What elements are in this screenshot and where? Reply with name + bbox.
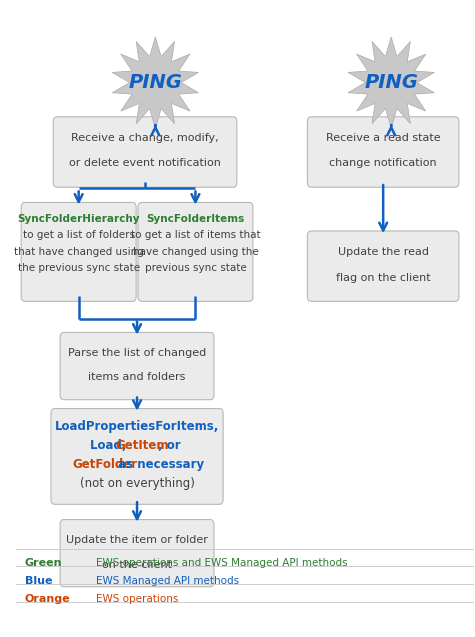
Text: GetFolder: GetFolder <box>72 458 137 471</box>
Text: (not on everything): (not on everything) <box>80 477 194 490</box>
Text: Load,: Load, <box>90 439 130 452</box>
Text: , or: , or <box>158 439 180 452</box>
Text: to get a list of items that: to get a list of items that <box>131 231 260 240</box>
FancyBboxPatch shape <box>53 117 237 187</box>
FancyBboxPatch shape <box>307 117 459 187</box>
Polygon shape <box>112 37 199 128</box>
Text: Update the read: Update the read <box>338 247 428 257</box>
Text: or delete event notification: or delete event notification <box>69 159 221 168</box>
FancyBboxPatch shape <box>307 231 459 301</box>
Text: that have changed using: that have changed using <box>14 247 143 257</box>
Text: on the client: on the client <box>102 559 172 569</box>
Text: items and folders: items and folders <box>88 373 186 382</box>
Text: Update the item or folder: Update the item or folder <box>66 536 208 545</box>
Text: Parse the list of changed: Parse the list of changed <box>68 348 206 359</box>
FancyBboxPatch shape <box>60 520 214 587</box>
Text: to get a list of folders: to get a list of folders <box>23 231 135 240</box>
Text: have changed using the: have changed using the <box>133 247 258 257</box>
Text: Green: Green <box>25 558 62 568</box>
Text: flag on the client: flag on the client <box>336 273 430 283</box>
FancyBboxPatch shape <box>60 333 214 399</box>
Text: the previous sync state: the previous sync state <box>18 263 140 273</box>
Text: SyncFolderItems: SyncFolderItems <box>146 214 245 224</box>
Text: PING: PING <box>128 73 182 92</box>
Text: Receive a change, modify,: Receive a change, modify, <box>71 133 219 143</box>
Text: Orange: Orange <box>25 594 70 604</box>
Text: PING: PING <box>364 73 418 92</box>
Text: LoadPropertiesForItems,: LoadPropertiesForItems, <box>55 420 219 433</box>
Text: as necessary: as necessary <box>114 458 204 471</box>
Text: GetItem: GetItem <box>115 439 169 452</box>
FancyBboxPatch shape <box>138 203 253 301</box>
Text: Receive a read state: Receive a read state <box>326 133 440 143</box>
Text: EWS Managed API methods: EWS Managed API methods <box>96 576 239 586</box>
Polygon shape <box>348 37 434 128</box>
Text: EWS operations: EWS operations <box>96 594 178 604</box>
FancyBboxPatch shape <box>51 408 223 505</box>
FancyBboxPatch shape <box>21 203 136 301</box>
Text: SyncFolderHierarchy: SyncFolderHierarchy <box>18 214 140 224</box>
Text: Blue: Blue <box>25 576 52 586</box>
Text: change notification: change notification <box>329 159 437 168</box>
Text: EWS operations and EWS Managed API methods: EWS operations and EWS Managed API metho… <box>96 558 348 568</box>
Text: previous sync state: previous sync state <box>144 263 247 273</box>
